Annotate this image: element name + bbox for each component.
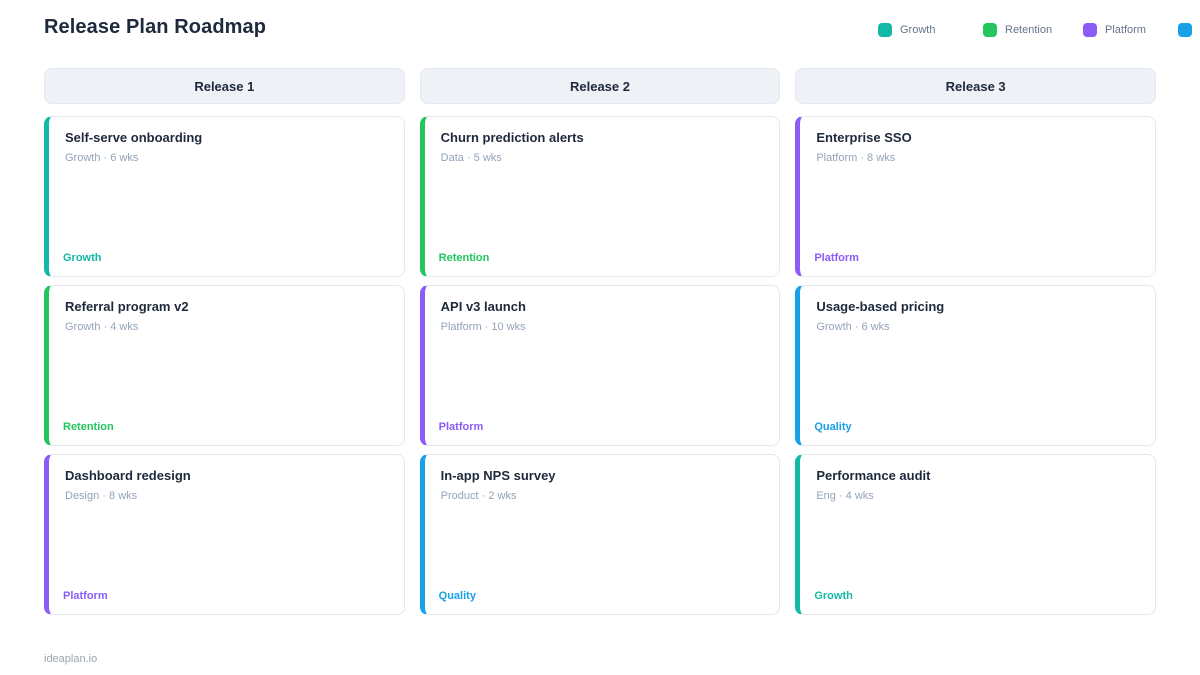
column-header: Release 3 bbox=[795, 68, 1156, 104]
legend-item-retention: Retention bbox=[983, 23, 1052, 37]
card-title: Self-serve onboarding bbox=[65, 130, 203, 145]
card-meta: Growth · 4 wks bbox=[65, 321, 139, 333]
platform-swatch-icon bbox=[1083, 23, 1097, 37]
card-tag: Platform bbox=[814, 252, 859, 264]
legend-label: Growth bbox=[900, 24, 936, 36]
card-tag: Retention bbox=[438, 252, 490, 264]
card-tag: Growth bbox=[63, 252, 102, 264]
card-tag: Platform bbox=[438, 421, 484, 433]
page-title: Release Plan Roadmap bbox=[44, 16, 267, 38]
card-title: Performance audit bbox=[816, 468, 931, 483]
card-title: Dashboard redesign bbox=[65, 468, 191, 483]
legend-item-quality bbox=[1178, 23, 1192, 37]
growth-swatch-icon bbox=[878, 23, 892, 37]
roadmap-card[interactable]: Referral program v2 Growth · 4 wks Retenti… bbox=[44, 285, 405, 446]
legend-item-platform: Platform bbox=[1083, 23, 1146, 37]
card-title: In-app NPS survey bbox=[440, 468, 556, 483]
legend-item-growth: Growth bbox=[878, 23, 935, 37]
card-tag: Quality bbox=[814, 421, 852, 433]
card-meta: Design · 8 wks bbox=[65, 490, 138, 502]
column-release-2: Release 2 Churn prediction alerts Data · 5… bbox=[419, 68, 781, 623]
roadmap-card[interactable]: API v3 launch Platform · 10 wks Platform bbox=[419, 285, 781, 446]
card-meta: Growth · 6 wks bbox=[65, 152, 139, 164]
card-title: Enterprise SSO bbox=[816, 130, 912, 145]
card-title: Usage-based pricing bbox=[816, 299, 945, 314]
legend: Growth Retention Platform bbox=[0, 23, 1200, 39]
quality-swatch-icon bbox=[1178, 23, 1192, 37]
page-footer: ideaplan.io bbox=[0, 623, 1200, 665]
footer-brand: ideaplan.io bbox=[44, 653, 98, 665]
card-meta: Eng · 4 wks bbox=[816, 490, 874, 502]
roadmap-card[interactable]: Usage-based pricing Growth · 6 wks Quality bbox=[795, 285, 1156, 446]
card-title: Referral program v2 bbox=[65, 299, 189, 314]
card-title: API v3 launch bbox=[440, 299, 526, 314]
card-tag: Retention bbox=[63, 421, 114, 433]
roadmap-card[interactable]: Performance audit Eng · 4 wks Growth bbox=[795, 454, 1156, 615]
card-tag: Platform bbox=[63, 590, 108, 602]
card-meta: Growth · 6 wks bbox=[816, 321, 890, 333]
roadmap-card[interactable]: Churn prediction alerts Data · 5 wks Reten… bbox=[419, 116, 781, 277]
retention-swatch-icon bbox=[983, 23, 997, 37]
card-tag: Growth bbox=[814, 590, 853, 602]
roadmap-card[interactable]: Dashboard redesign Design · 8 wks Platform bbox=[44, 454, 405, 615]
roadmap-card[interactable]: Self-serve onboarding Growth · 6 wks Growt… bbox=[44, 116, 405, 277]
card-title: Churn prediction alerts bbox=[440, 130, 584, 145]
roadmap-card[interactable]: Enterprise SSO Platform · 8 wks Platform bbox=[795, 116, 1156, 277]
column-release-1: Release 1 Self-serve onboarding Growth · 6… bbox=[44, 68, 405, 623]
board: Release 1 Self-serve onboarding Growth · 6… bbox=[0, 68, 1200, 623]
legend-label: Retention bbox=[1005, 24, 1053, 36]
page-header: Release Plan Roadmap Growth Retention Plat… bbox=[0, 0, 1200, 68]
card-meta: Platform · 8 wks bbox=[816, 152, 896, 164]
card-meta: Platform · 10 wks bbox=[440, 321, 526, 333]
card-meta: Product · 2 wks bbox=[440, 490, 517, 502]
roadmap-card[interactable]: In-app NPS survey Product · 2 wks Quality bbox=[419, 454, 781, 615]
legend-label: Platform bbox=[1105, 24, 1146, 36]
card-tag: Quality bbox=[438, 590, 476, 602]
column-header: Release 1 bbox=[44, 68, 405, 104]
card-meta: Data · 5 wks bbox=[440, 152, 502, 164]
column-header: Release 2 bbox=[419, 68, 781, 104]
column-release-3: Release 3 Enterprise SSO Platform · 8 wks P… bbox=[795, 68, 1156, 623]
